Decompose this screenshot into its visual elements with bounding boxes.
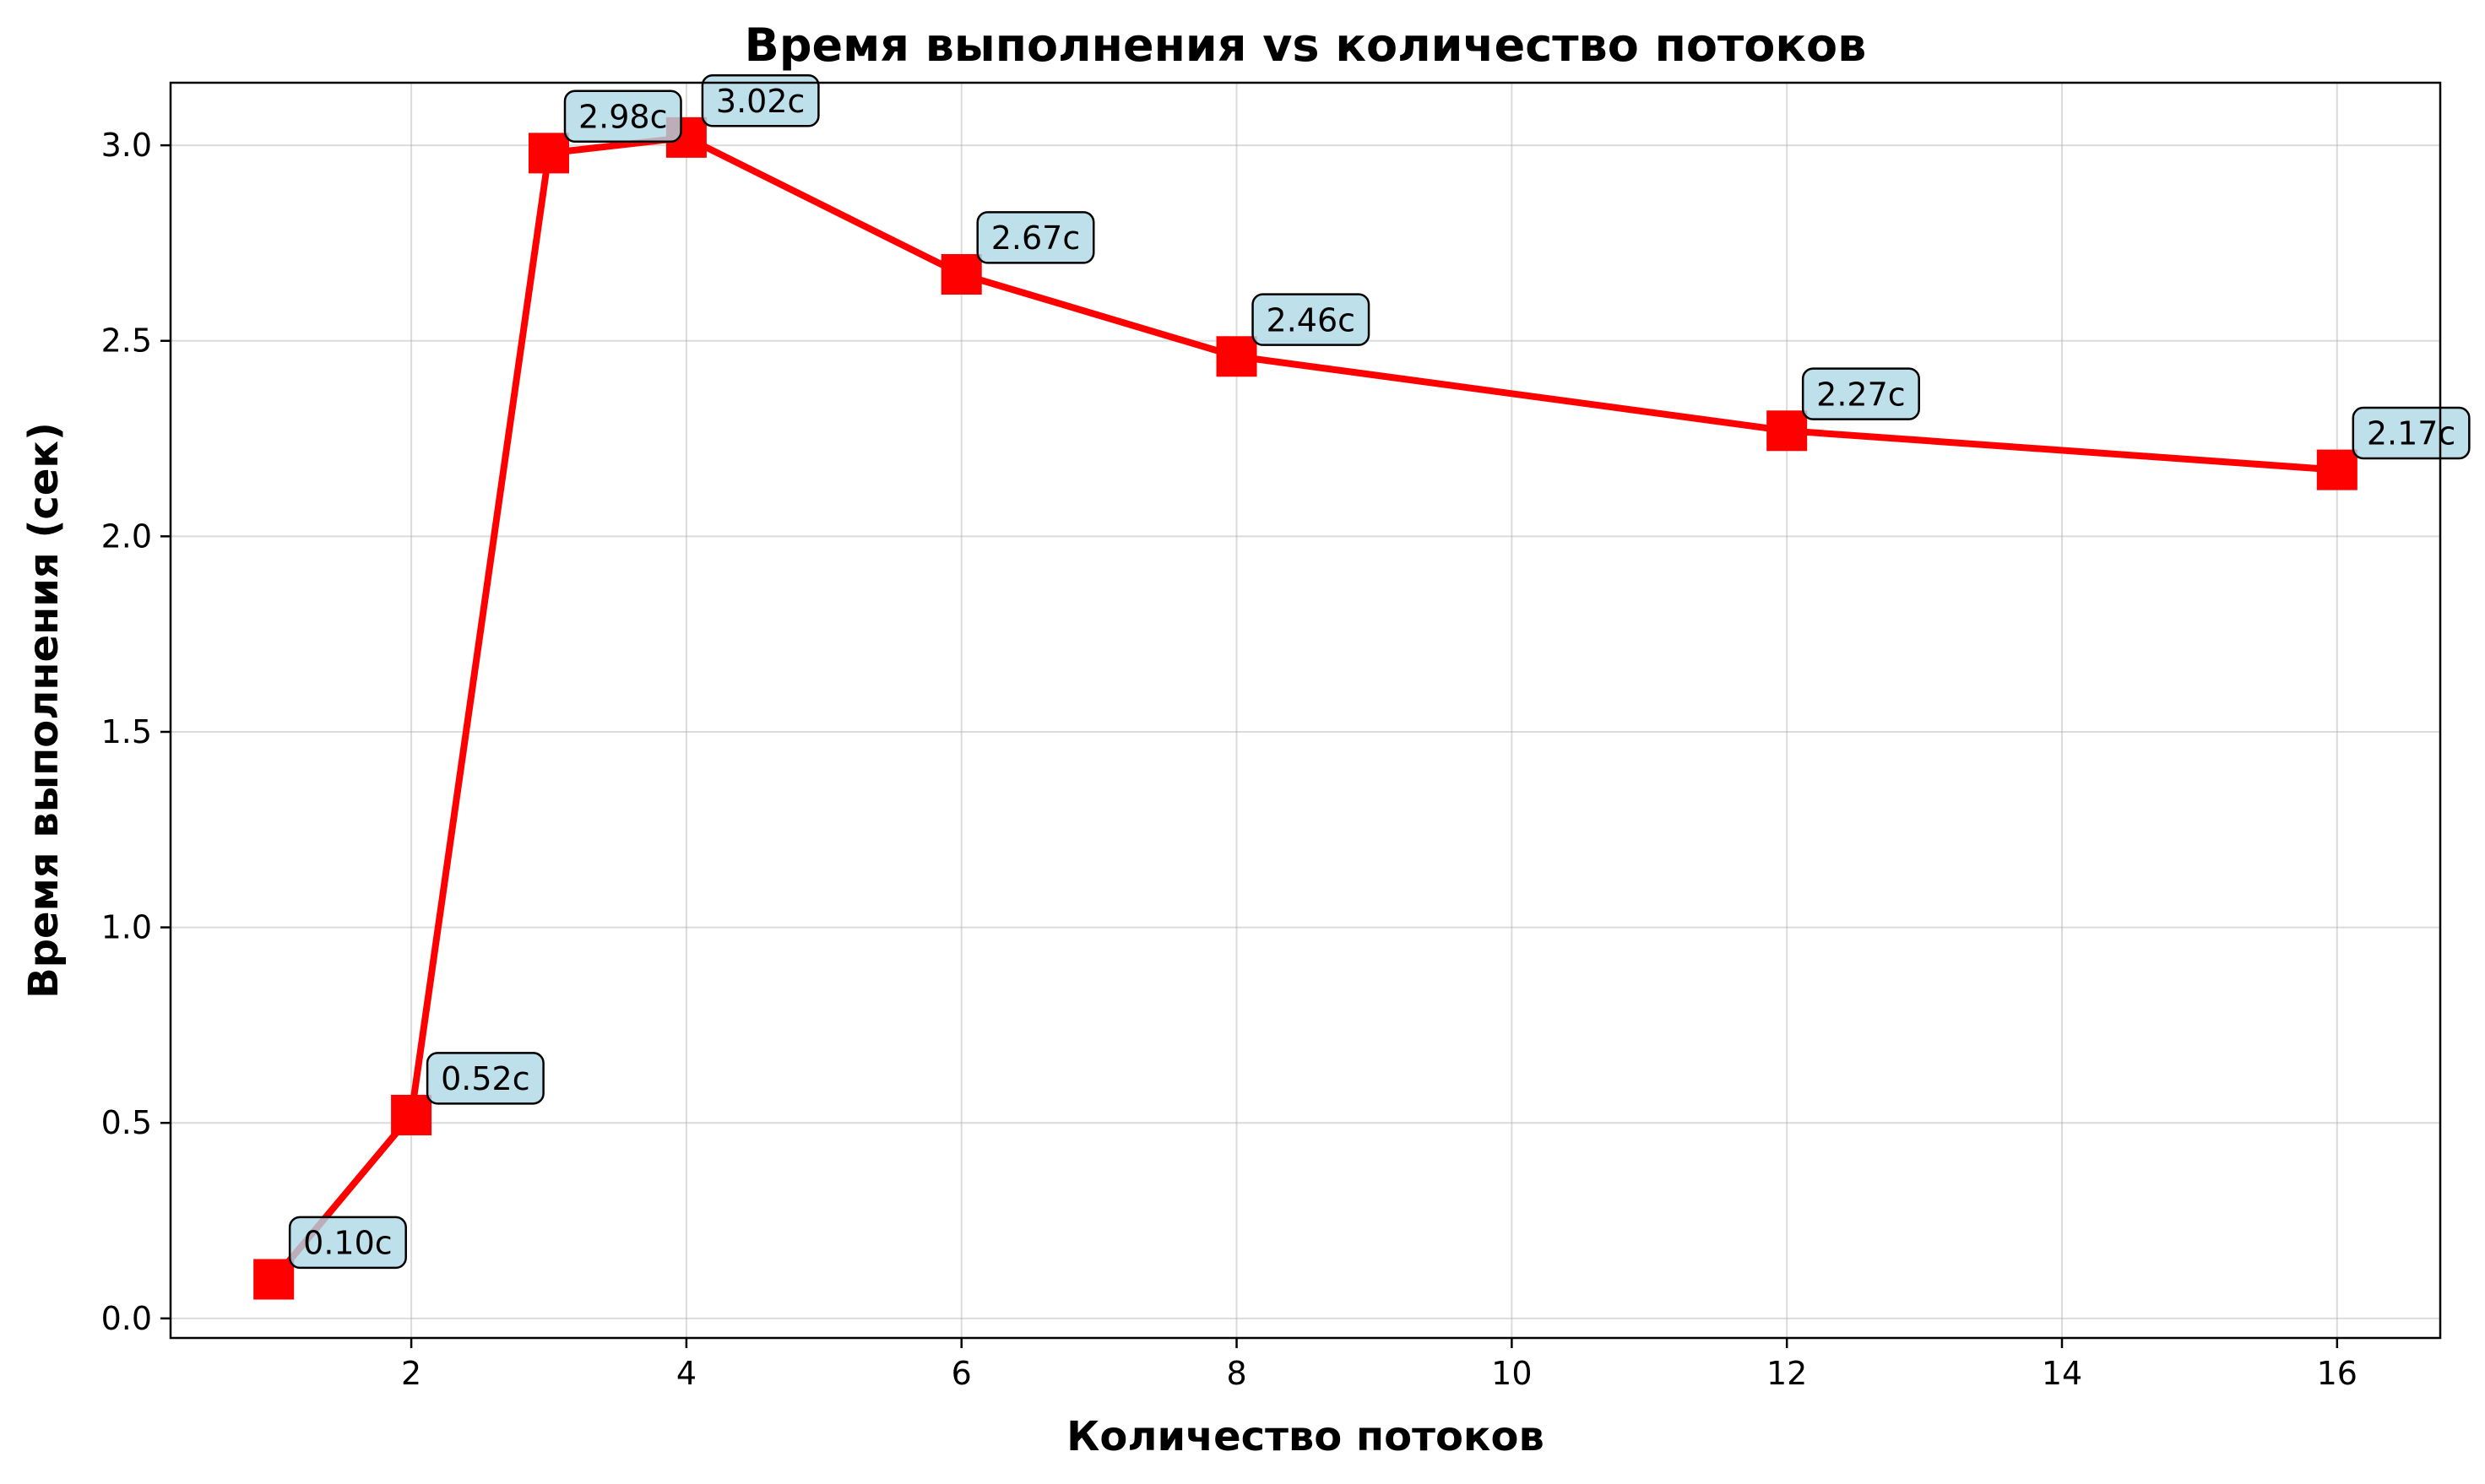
data-label: 2.27с [1801, 367, 1920, 420]
y-axis-ticks: 0.0 0.5 1.0 1.5 2.0 2.5 3.0 [101, 127, 171, 1337]
data-point-marker [941, 253, 982, 295]
data-label-text: 2.46с [1267, 301, 1356, 339]
data-point-marker [391, 1094, 432, 1135]
data-point-marker [529, 133, 569, 174]
data-label-text: 0.52с [441, 1060, 530, 1097]
data-label-box [426, 1052, 545, 1105]
data-label: 0.10с [288, 1216, 407, 1270]
data-label: 2.17с [2352, 406, 2471, 460]
data-point-marker [1216, 336, 1257, 377]
y-axis-title: Время выполнения (сек) [20, 422, 68, 999]
y-tick-label: 0.0 [101, 1300, 152, 1337]
x-tick-label: 14 [2042, 1355, 2082, 1392]
x-tick-label: 6 [952, 1355, 972, 1392]
chart-title: Время выполнения vs количество потоков [745, 19, 1867, 72]
data-point-marker [2316, 449, 2357, 490]
x-tick-label: 12 [1766, 1355, 1807, 1392]
x-tick-label: 4 [676, 1355, 697, 1392]
data-label: 2.67с [976, 211, 1095, 264]
data-label-text: 2.27с [1816, 376, 1906, 413]
data-label-text: 3.02с [716, 83, 806, 120]
data-point-marker [1766, 410, 1808, 452]
data-label: 2.46с [1251, 293, 1370, 346]
data-label-box [701, 73, 820, 127]
data-label-box [563, 89, 682, 143]
data-labels-layer: 0.10с 0.52с 2.98с 3.02с 2.67с 2.46с 2.27с 2.17с [288, 73, 2471, 1270]
data-point-marker [253, 1259, 295, 1300]
data-label-text: 2.17с [2367, 415, 2456, 452]
data-label: 2.98с [563, 89, 682, 143]
data-label-text: 0.10с [303, 1225, 393, 1262]
y-tick-label: 1.5 [101, 713, 152, 750]
x-tick-label: 8 [1226, 1355, 1246, 1392]
y-tick-label: 2.5 [101, 322, 152, 360]
x-axis-title: Количество потоков [1066, 1413, 1544, 1460]
x-tick-label: 2 [401, 1355, 421, 1392]
data-label-box [976, 211, 1095, 264]
y-tick-label: 0.5 [101, 1104, 152, 1141]
data-label-box [288, 1216, 407, 1270]
x-tick-label: 10 [1491, 1355, 1532, 1392]
data-label: 0.52с [426, 1052, 545, 1105]
x-tick-label: 16 [2317, 1355, 2357, 1392]
y-tick-label: 1.0 [101, 909, 152, 946]
y-tick-label: 2.0 [101, 517, 152, 555]
data-label-box [1251, 293, 1370, 346]
plot-frame [169, 81, 2442, 1340]
series-layer [253, 116, 2357, 1300]
x-axis-ticks: 2 4 6 8 10 12 14 16 [401, 1338, 2357, 1392]
data-label-text: 2.98с [578, 98, 668, 135]
y-tick-label: 3.0 [101, 127, 152, 164]
series-line [270, 133, 2341, 1283]
data-label: 3.02с [701, 73, 820, 127]
data-label-box [1801, 367, 1920, 420]
data-label-text: 2.67с [991, 219, 1081, 257]
